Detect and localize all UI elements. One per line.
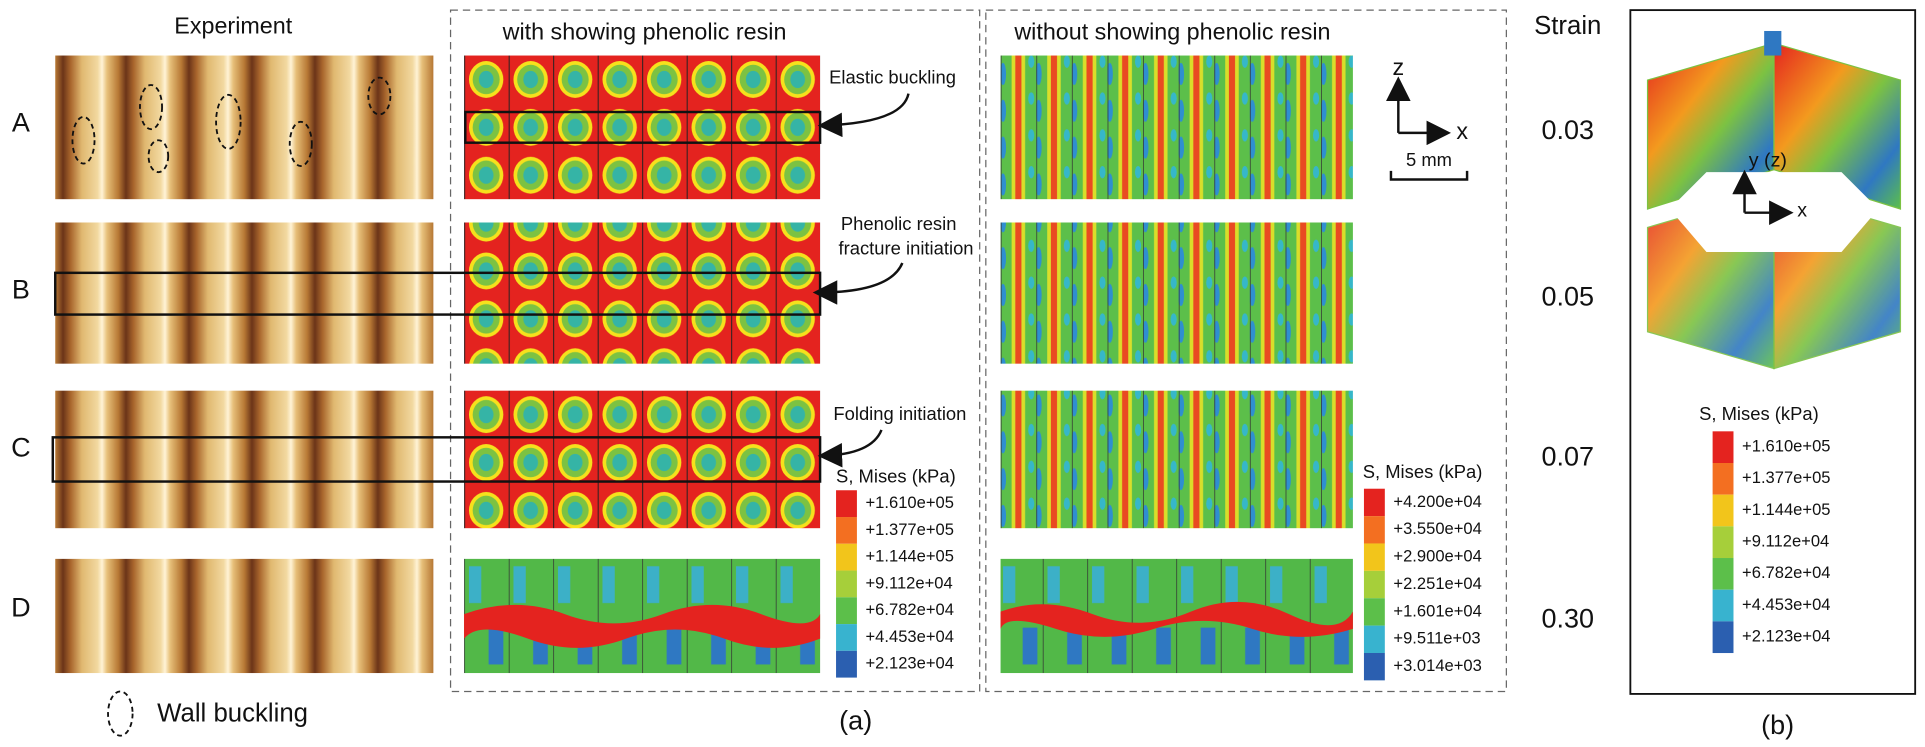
legend-label: +4.453e+04 xyxy=(866,627,954,646)
annotation-arrow xyxy=(817,429,883,468)
legend-label: +6.782e+04 xyxy=(866,600,954,619)
row-label: B xyxy=(12,274,30,304)
legend-label: +9.511e+03 xyxy=(1393,629,1480,648)
legend-swatch xyxy=(1712,589,1734,622)
legend-swatch xyxy=(1712,431,1734,463)
legend-swatch xyxy=(1363,652,1385,681)
dashed-frame xyxy=(449,9,981,693)
column-title: Strain xyxy=(1534,12,1601,40)
legend-label: +2.123e+04 xyxy=(866,654,954,673)
honeycomb-model xyxy=(1646,30,1902,370)
simulation-without-resin xyxy=(1000,390,1353,529)
simulation-without-resin xyxy=(1000,222,1353,364)
axis-label: x xyxy=(1797,200,1807,222)
panel-label: (b) xyxy=(1761,710,1794,740)
legend-swatch xyxy=(836,650,857,678)
legend-label: +3.014e+03 xyxy=(1393,656,1481,675)
legend-label: +2.123e+04 xyxy=(1742,627,1830,646)
row-label: C xyxy=(11,433,31,463)
column-title: with showing phenolic resin xyxy=(502,19,787,45)
row-label: A xyxy=(12,107,30,137)
legend-label: +1.377e+05 xyxy=(866,520,954,539)
legend-symbol xyxy=(107,690,134,737)
legend-swatch xyxy=(836,624,857,651)
legend-swatch xyxy=(1712,494,1734,527)
strain-value: 0.05 xyxy=(1541,282,1594,312)
legend-swatch xyxy=(1712,621,1734,654)
axis-triad xyxy=(1386,76,1469,181)
annotation-arrow xyxy=(812,262,904,305)
legend-title: S, Mises (kPa) xyxy=(1699,403,1819,424)
experiment-photo xyxy=(55,390,434,529)
annotation: fracture initiation xyxy=(839,237,974,258)
legend-swatch xyxy=(836,517,857,544)
legend-label: +1.144e+05 xyxy=(866,547,954,566)
experiment-photo xyxy=(55,55,434,200)
row-label: D xyxy=(11,592,31,622)
legend-label: +2.251e+04 xyxy=(1393,574,1481,593)
annotation: Phenolic resin xyxy=(841,213,957,234)
strain-value: 0.30 xyxy=(1541,603,1594,633)
column-title: without showing phenolic resin xyxy=(1013,19,1330,45)
strain-value: 0.07 xyxy=(1541,441,1594,471)
stress-band xyxy=(1000,601,1353,637)
column-title: Experiment xyxy=(174,12,292,38)
strain-value: 0.03 xyxy=(1541,115,1594,145)
dashed-frame xyxy=(985,9,1507,693)
legend-swatch xyxy=(1363,543,1385,571)
legend-label: +1.601e+04 xyxy=(1393,601,1481,620)
panel-label: (a) xyxy=(839,705,872,735)
legend-title: S, Mises (kPa) xyxy=(836,466,956,487)
legend-title: S, Mises (kPa) xyxy=(1363,461,1483,482)
legend-swatch xyxy=(1363,598,1385,626)
legend-label: +3.550e+04 xyxy=(1393,519,1481,538)
legend-label: +2.900e+04 xyxy=(1393,547,1481,566)
legend-swatch xyxy=(1712,462,1734,495)
legend-label: +9.112e+04 xyxy=(1742,532,1829,551)
annotation: Elastic buckling xyxy=(829,67,956,88)
legend-swatch xyxy=(836,543,857,571)
annotation: Folding initiation xyxy=(833,403,966,424)
legend-label: +4.200e+04 xyxy=(1393,492,1481,511)
axis-label: y (z) xyxy=(1749,149,1787,171)
legend-swatch xyxy=(836,597,857,625)
simulation-with-resin xyxy=(464,390,821,529)
legend-label: +1.610e+05 xyxy=(866,493,954,512)
simulation-without-resin xyxy=(1000,55,1353,200)
experiment-photo xyxy=(55,222,434,364)
legend-label: +6.782e+04 xyxy=(1742,563,1830,582)
panel-b-frame xyxy=(1629,9,1917,695)
legend-swatch xyxy=(1712,526,1734,559)
legend-swatch xyxy=(1363,625,1385,653)
legend-label: +1.144e+05 xyxy=(1742,500,1830,519)
legend-label: +9.112e+04 xyxy=(866,573,953,592)
legend-swatch xyxy=(836,570,857,598)
legend-label: +1.377e+05 xyxy=(1742,468,1830,487)
legend-label: +1.610e+05 xyxy=(1742,437,1830,456)
axis-label: x xyxy=(1456,118,1468,144)
legend-label: +4.453e+04 xyxy=(1742,595,1830,614)
axis-label: z xyxy=(1392,54,1404,80)
legend-swatch xyxy=(1363,516,1385,544)
scale-label: 5 mm xyxy=(1406,149,1452,170)
legend-swatch xyxy=(1363,488,1385,517)
axis-triad xyxy=(1732,169,1794,225)
rows xyxy=(55,55,1353,674)
legend-swatch xyxy=(836,490,857,518)
annotation-arrow xyxy=(817,93,910,138)
legend-label: Wall buckling xyxy=(157,700,308,728)
legend-swatch xyxy=(1363,570,1385,599)
experiment-photo xyxy=(55,558,434,674)
simulation-with-resin xyxy=(464,222,821,364)
stress-band xyxy=(464,604,821,648)
buckling-marks xyxy=(71,76,392,174)
legend-swatch xyxy=(1712,558,1734,590)
simulation-with-resin xyxy=(464,55,821,200)
